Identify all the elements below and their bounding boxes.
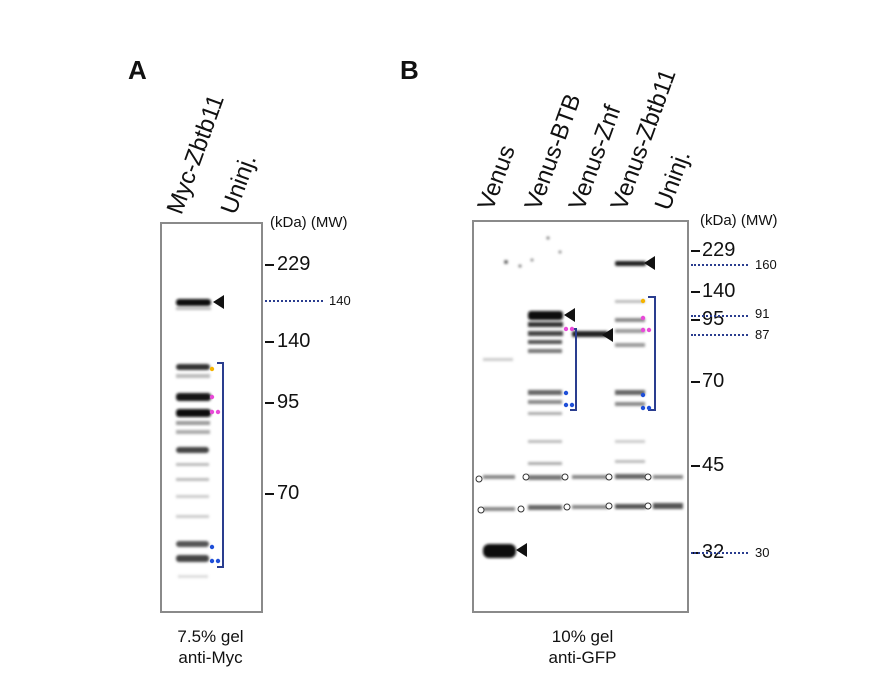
mw-tick-b-45 xyxy=(691,465,700,467)
arrow-b-venus xyxy=(516,543,527,557)
arrow-b-venus-zbtb11 xyxy=(644,256,655,270)
mw-marker-b-229: 229 xyxy=(702,239,736,261)
caption-a: 7.5% gel anti-Myc xyxy=(148,626,273,668)
mw-dotline-a-140 xyxy=(265,300,323,302)
mw-dotline-b-87 xyxy=(691,334,748,336)
caption-b-line1: 10% gel xyxy=(551,627,614,646)
mw-tick-b-140 xyxy=(691,291,700,293)
mw-tick-a-229 xyxy=(265,264,274,266)
mw-tick-a-70 xyxy=(265,493,274,495)
panel-b-letter: B xyxy=(400,55,419,85)
dot-blue-b2 xyxy=(563,402,569,408)
dot-blue-b4 xyxy=(640,392,646,398)
caption-a-line2: anti-Myc xyxy=(178,648,243,667)
mw-dotline-b-91 xyxy=(691,315,748,317)
mw-marker-a-140: 140 xyxy=(277,330,311,352)
mw-marker-b-95: 95 xyxy=(702,308,725,330)
bracket-b-zbtb11 xyxy=(648,296,656,411)
dot-blue-a1 xyxy=(209,544,215,550)
dot-blue-b3 xyxy=(569,402,575,408)
open-circle-markers xyxy=(475,473,652,514)
mw-dotline-b-160 xyxy=(691,264,748,266)
mw-marker-a-70: 70 xyxy=(277,482,300,504)
dot-pink-b4 xyxy=(640,327,646,333)
mw-marker-a-229: 229 xyxy=(277,253,311,275)
dot-blue-b1 xyxy=(563,390,569,396)
mw-tick-b-229 xyxy=(691,250,700,252)
dot-blue-a2 xyxy=(209,558,215,564)
dot-orange-b xyxy=(640,298,646,304)
bracket-a xyxy=(217,362,224,568)
dot-pink-b1 xyxy=(563,326,569,332)
mw-tick-b-70 xyxy=(691,381,700,383)
mw-header-a: (kDa) (MW) xyxy=(270,214,348,231)
mw-annotation-b-160: 160 xyxy=(755,257,777,272)
dot-blue-b5 xyxy=(640,405,646,411)
caption-a-line1: 7.5% gel xyxy=(177,627,244,646)
mw-tick-a-140 xyxy=(265,341,274,343)
dot-orange-a xyxy=(209,366,215,372)
dot-blue-a3 xyxy=(215,558,221,564)
mw-tick-b-95 xyxy=(691,319,700,321)
caption-b: 10% gel anti-GFP xyxy=(520,626,645,668)
dot-pink-b3 xyxy=(640,315,646,321)
arrow-a-140 xyxy=(213,295,224,309)
dot-pink-a2 xyxy=(209,409,215,415)
mw-marker-a-95: 95 xyxy=(277,391,300,413)
mw-header-b: (kDa) (MW) xyxy=(700,212,778,229)
mw-annotation-b-30: 30 xyxy=(755,545,770,560)
dot-blue-b6 xyxy=(646,405,652,411)
dot-pink-b5 xyxy=(646,327,652,333)
arrow-b-venus-btb xyxy=(564,308,575,322)
mw-marker-b-140: 140 xyxy=(702,280,736,302)
mw-annotation-b-91: 91 xyxy=(755,306,770,321)
mw-tick-a-95 xyxy=(265,402,274,404)
panel-a-letter: A xyxy=(128,55,147,85)
mw-marker-b-45: 45 xyxy=(702,454,725,476)
dot-pink-a1 xyxy=(209,394,215,400)
mw-annotation-a-140: 140 xyxy=(329,293,351,308)
mw-dotline-b-30 xyxy=(691,552,748,554)
blot-a-lane1-bands xyxy=(176,299,211,578)
dot-pink-a3 xyxy=(215,409,221,415)
dot-pink-b2 xyxy=(569,326,575,332)
blot-b-bands xyxy=(483,236,683,558)
mw-annotation-b-87: 87 xyxy=(755,327,770,342)
mw-marker-b-70: 70 xyxy=(702,370,725,392)
arrow-b-venus-znf xyxy=(602,328,613,342)
bracket-b-btb xyxy=(570,328,577,411)
caption-b-line2: anti-GFP xyxy=(548,648,617,667)
